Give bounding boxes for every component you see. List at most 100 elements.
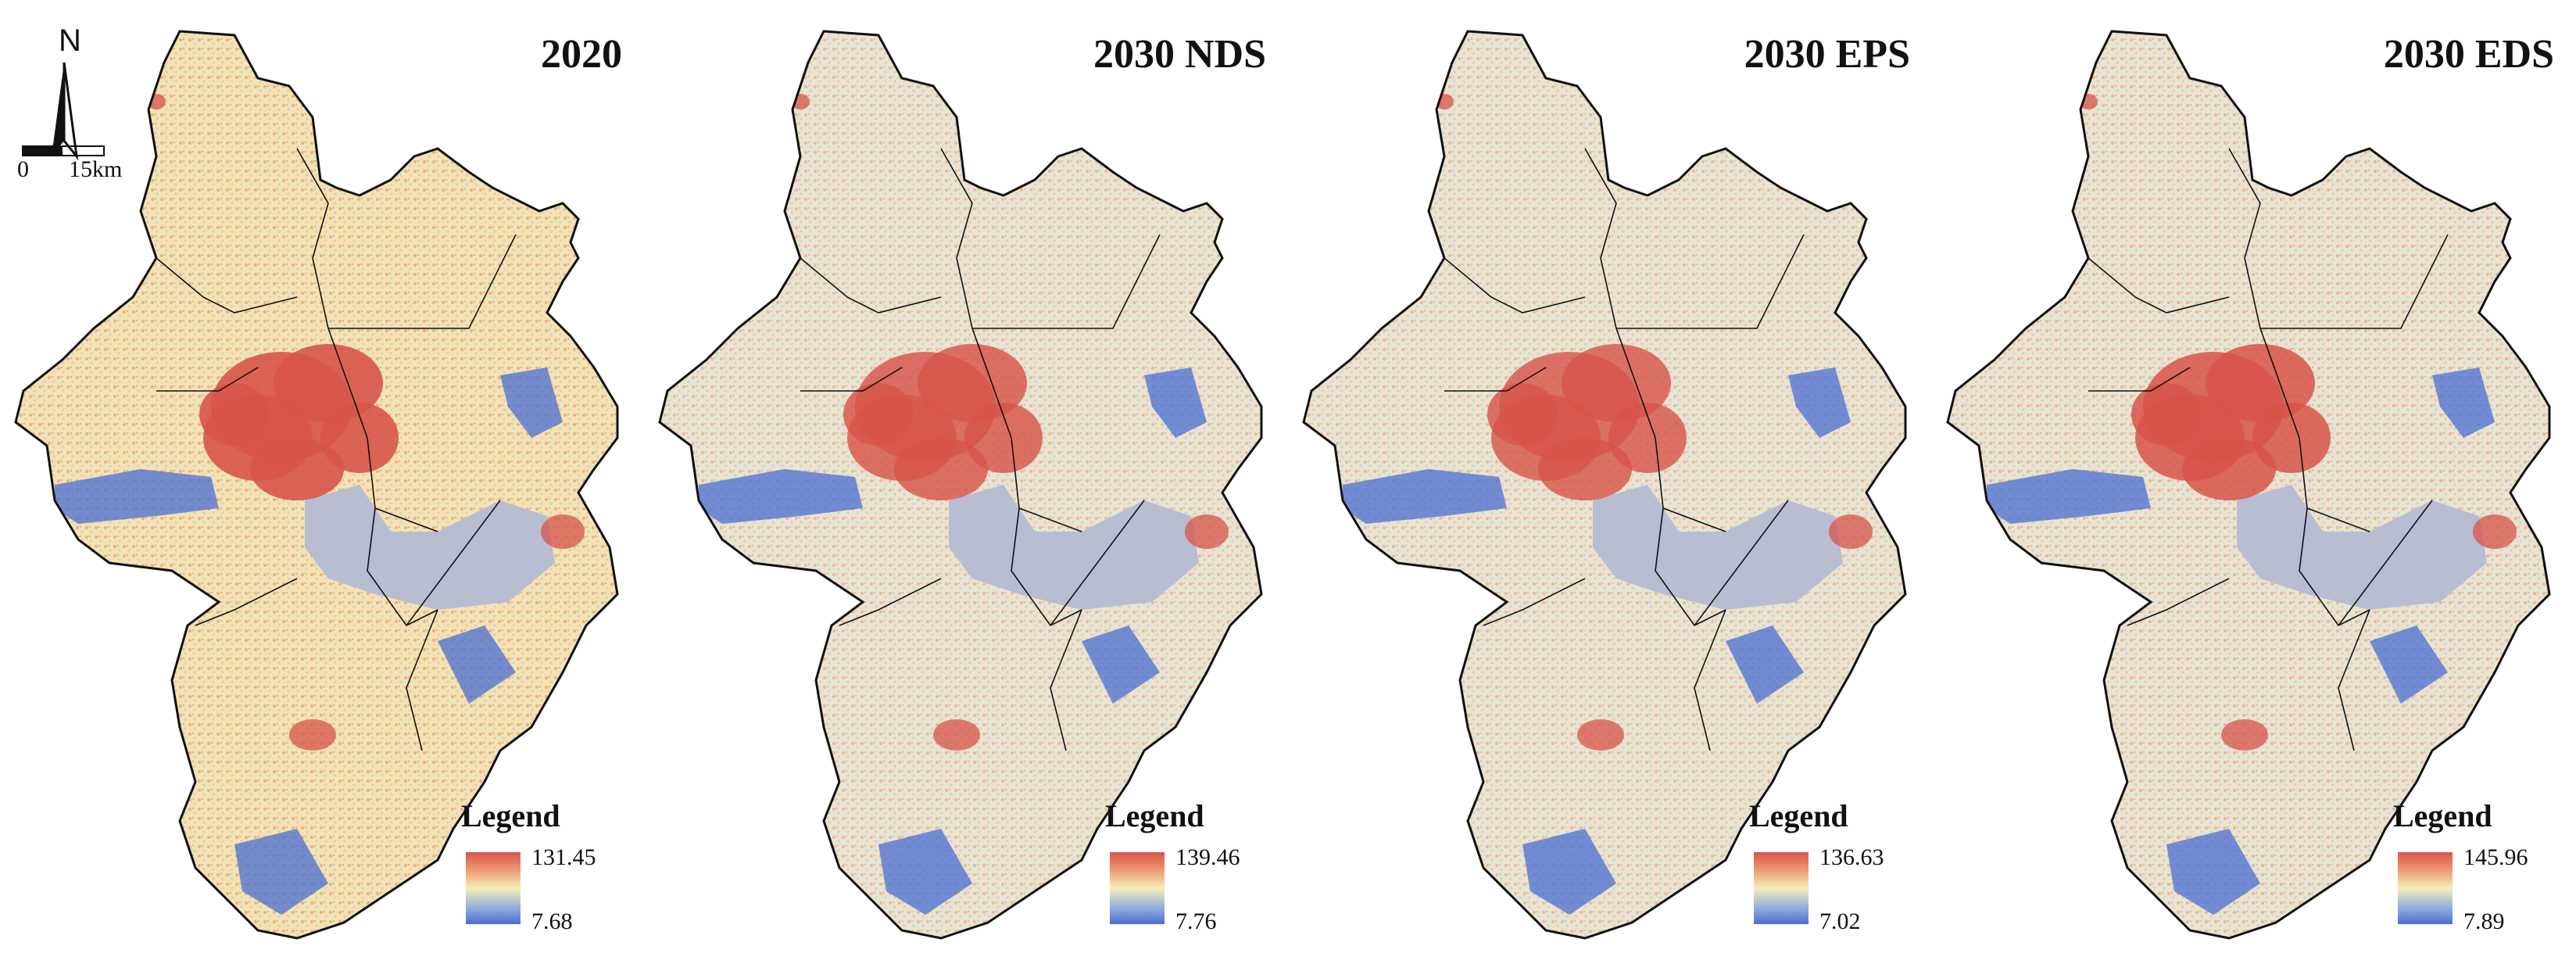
low-value-patch — [878, 829, 972, 915]
district-boundary — [374, 507, 438, 532]
panel-title: 2030 EPS — [1744, 32, 1910, 77]
low-value-patch — [699, 469, 863, 524]
low-value-patch — [1522, 829, 1616, 915]
urban-high-value — [2221, 719, 2268, 751]
map-panel-2030-eds: 2030 EDS Legend 145.96 7.89 — [1932, 0, 2576, 964]
scale-end-label: 15km — [69, 156, 123, 182]
district-boundary — [1694, 500, 1789, 626]
district-boundary — [2259, 328, 2370, 627]
north-arrow-icon — [52, 62, 79, 161]
district-boundary — [296, 148, 329, 329]
low-value-patch — [1788, 367, 1851, 438]
district-boundary — [2127, 578, 2230, 626]
low-value-patch — [1343, 469, 1507, 524]
scale-start-label: 0 — [17, 156, 29, 182]
district-boundary — [1483, 578, 1586, 626]
panel-title: 2020 — [541, 32, 622, 77]
urban-high-value — [1829, 514, 1873, 549]
district-boundary — [1050, 609, 1082, 751]
district-boundary — [940, 148, 973, 329]
urban-high-value — [541, 514, 585, 549]
legend-max-value: 136.63 — [1819, 844, 1884, 870]
urban-high-value — [75, 63, 97, 78]
low-value-patch — [2166, 829, 2260, 915]
map-image — [14, 30, 619, 940]
district-boundary — [1662, 507, 1726, 532]
low-value-patch — [2432, 367, 2495, 438]
urban-high-value — [320, 403, 399, 473]
legend-title: Legend — [1105, 798, 1204, 833]
compass-label: N — [59, 23, 81, 58]
legend-max-value: 139.46 — [1175, 844, 1240, 870]
district-boundary — [972, 234, 1161, 329]
district-boundary — [156, 257, 298, 314]
district-boundary — [2088, 257, 2230, 314]
legend: Legend 145.96 7.89 — [2393, 797, 2549, 954]
district-boundary — [1616, 234, 1805, 329]
urban-high-value — [1577, 719, 1624, 751]
scale-bar — [22, 145, 105, 156]
legend-title: Legend — [461, 798, 560, 833]
study-area-outline — [14, 30, 619, 940]
legend-color-ramp — [1754, 852, 1809, 924]
district-boundary — [327, 328, 438, 627]
low-value-patch — [1082, 625, 1160, 704]
low-value-patch — [738, 688, 824, 782]
district-boundary — [328, 234, 517, 329]
map-image — [658, 30, 1263, 940]
urban-high-value — [1487, 383, 1558, 446]
urban-high-value — [274, 344, 383, 422]
urban-high-value — [289, 719, 336, 751]
legend-min-value: 7.68 — [531, 908, 573, 934]
map-panel-2030-nds: 2030 NDS Legend 139.46 7.76 — [644, 0, 1288, 964]
lake-water — [1593, 485, 1843, 610]
urban-high-value — [1608, 403, 1687, 473]
low-value-patch — [234, 829, 328, 915]
low-value-patch — [438, 625, 516, 704]
urban-high-value — [894, 438, 988, 500]
urban-high-value — [843, 383, 914, 446]
legend-title: Legend — [2393, 798, 2492, 833]
district-boundary — [2228, 148, 2261, 329]
legend: Legend 136.63 7.02 — [1749, 797, 1905, 954]
low-value-patch — [94, 688, 180, 782]
district-boundary — [1615, 328, 1726, 627]
urban-high-value — [964, 403, 1043, 473]
urban-high-value — [2007, 63, 2029, 78]
urban-high-value — [2182, 438, 2276, 500]
urban-high-value — [1562, 344, 1671, 422]
district-boundary — [2338, 500, 2433, 626]
district-boundary — [2260, 234, 2449, 329]
study-area-outline — [1946, 30, 2551, 940]
district-boundary — [2088, 367, 2191, 392]
urban-high-value — [2252, 403, 2331, 473]
district-boundary — [1444, 367, 1547, 392]
legend-color-ramp — [1110, 852, 1165, 924]
low-value-patch — [1726, 625, 1804, 704]
district-boundary — [406, 609, 438, 751]
low-value-patch — [500, 367, 563, 438]
district-boundary — [195, 578, 298, 626]
legend-color-ramp — [2398, 852, 2453, 924]
district-boundary — [2338, 609, 2370, 751]
legend: Legend 139.46 7.76 — [1105, 797, 1261, 954]
legend-min-value: 7.02 — [1819, 908, 1861, 934]
lake-water — [949, 485, 1199, 610]
legend-min-value: 7.76 — [1175, 908, 1217, 934]
legend: Legend 131.45 7.68 — [461, 797, 617, 954]
study-area-outline — [1302, 30, 1907, 940]
district-boundary — [1584, 148, 1617, 329]
district-boundary — [971, 328, 1082, 627]
low-value-patch — [1144, 367, 1207, 438]
urban-high-value — [2131, 383, 2202, 446]
urban-high-value — [933, 719, 980, 751]
map-image — [1946, 30, 2551, 940]
panel-title: 2030 EDS — [2383, 32, 2554, 77]
legend-color-ramp — [466, 852, 521, 924]
urban-high-value — [719, 63, 741, 78]
district-boundary — [1444, 257, 1586, 314]
district-boundary — [800, 367, 903, 392]
urban-high-value — [1363, 63, 1385, 78]
urban-high-value — [250, 438, 344, 500]
low-value-patch — [2370, 625, 2448, 704]
